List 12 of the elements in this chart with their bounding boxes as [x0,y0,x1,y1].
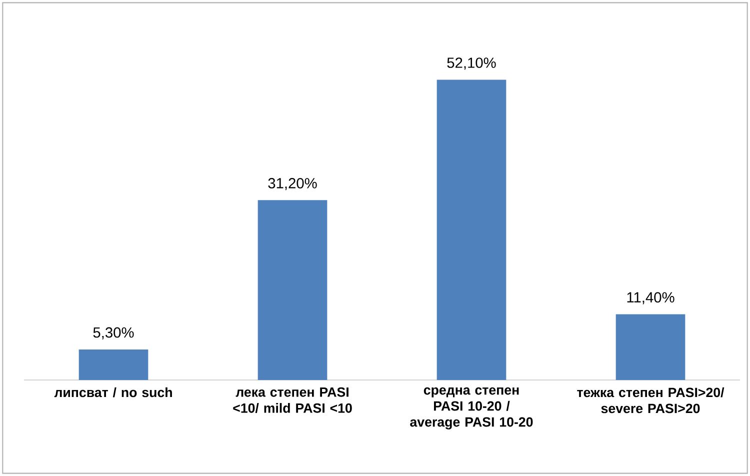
x-tick-label: средна степен PASI 10-20 / average PASI 10-20 [410,387,533,430]
data-label: 31,20% [268,178,317,190]
x-tick-label: липсват / no such [54,387,172,398]
bar [258,200,328,380]
data-label: 52,10% [447,58,496,70]
x-tick-label: тежка степен PASI>20/ severe PASI>20 [577,387,724,414]
x-tick-label: лека степен PASI <10/ mild PASI <10 [233,387,352,413]
bar [616,314,686,380]
data-label: 11,40% [627,292,674,304]
data-label: 5,30% [93,327,134,340]
bar [436,80,506,380]
bar [78,349,148,380]
